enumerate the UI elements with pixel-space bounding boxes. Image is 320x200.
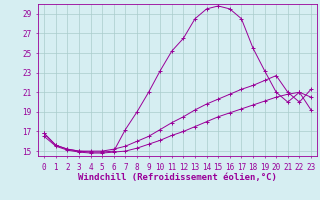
X-axis label: Windchill (Refroidissement éolien,°C): Windchill (Refroidissement éolien,°C) xyxy=(78,173,277,182)
